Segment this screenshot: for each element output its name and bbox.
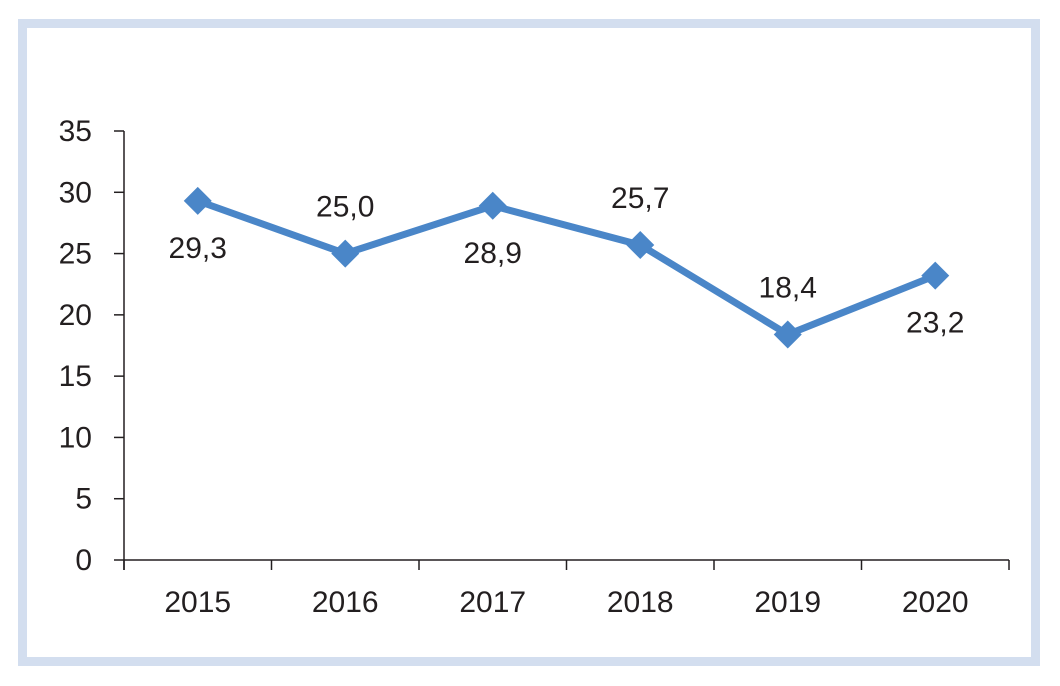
x-tick-label: 2019	[754, 586, 821, 619]
y-tick-labels: 0 5 10 15 20 25 30 35	[59, 115, 92, 577]
x-tick-label: 2020	[902, 586, 969, 619]
series-line	[196, 197, 937, 338]
data-label: 25,0	[316, 191, 374, 224]
y-tick-label: 0	[75, 544, 92, 577]
chart-frame	[18, 19, 1040, 666]
data-point-marker	[183, 186, 212, 215]
series-group	[183, 186, 950, 349]
y-tick-label: 10	[59, 421, 92, 454]
x-tick-label: 2016	[312, 586, 379, 619]
data-label: 29,3	[169, 232, 227, 265]
data-label: 23,2	[906, 307, 964, 340]
x-tick-labels: 2015 2016 2017 2018 2019 2020	[164, 586, 968, 619]
x-tick-label: 2017	[459, 586, 526, 619]
axes	[114, 130, 1010, 570]
data-point-marker	[626, 230, 655, 259]
y-tick-label: 25	[59, 238, 92, 271]
y-tick-label: 20	[59, 299, 92, 332]
data-label: 18,4	[759, 271, 817, 304]
data-point-marker	[773, 320, 802, 349]
y-tick-label: 15	[59, 360, 92, 393]
data-label: 25,7	[611, 182, 669, 215]
data-point-marker	[921, 261, 950, 290]
y-tick-label: 30	[59, 176, 92, 209]
data-label: 28,9	[464, 237, 522, 270]
data-point-marker	[331, 239, 360, 268]
data-point-marker	[478, 191, 507, 220]
y-tick-label: 35	[59, 115, 92, 148]
y-tick-label: 5	[75, 483, 92, 516]
x-tick-label: 2015	[164, 586, 231, 619]
x-tick-label: 2018	[607, 586, 674, 619]
data-labels: 29,3 25,0 28,9 25,7 18,4 23,2	[169, 182, 965, 340]
